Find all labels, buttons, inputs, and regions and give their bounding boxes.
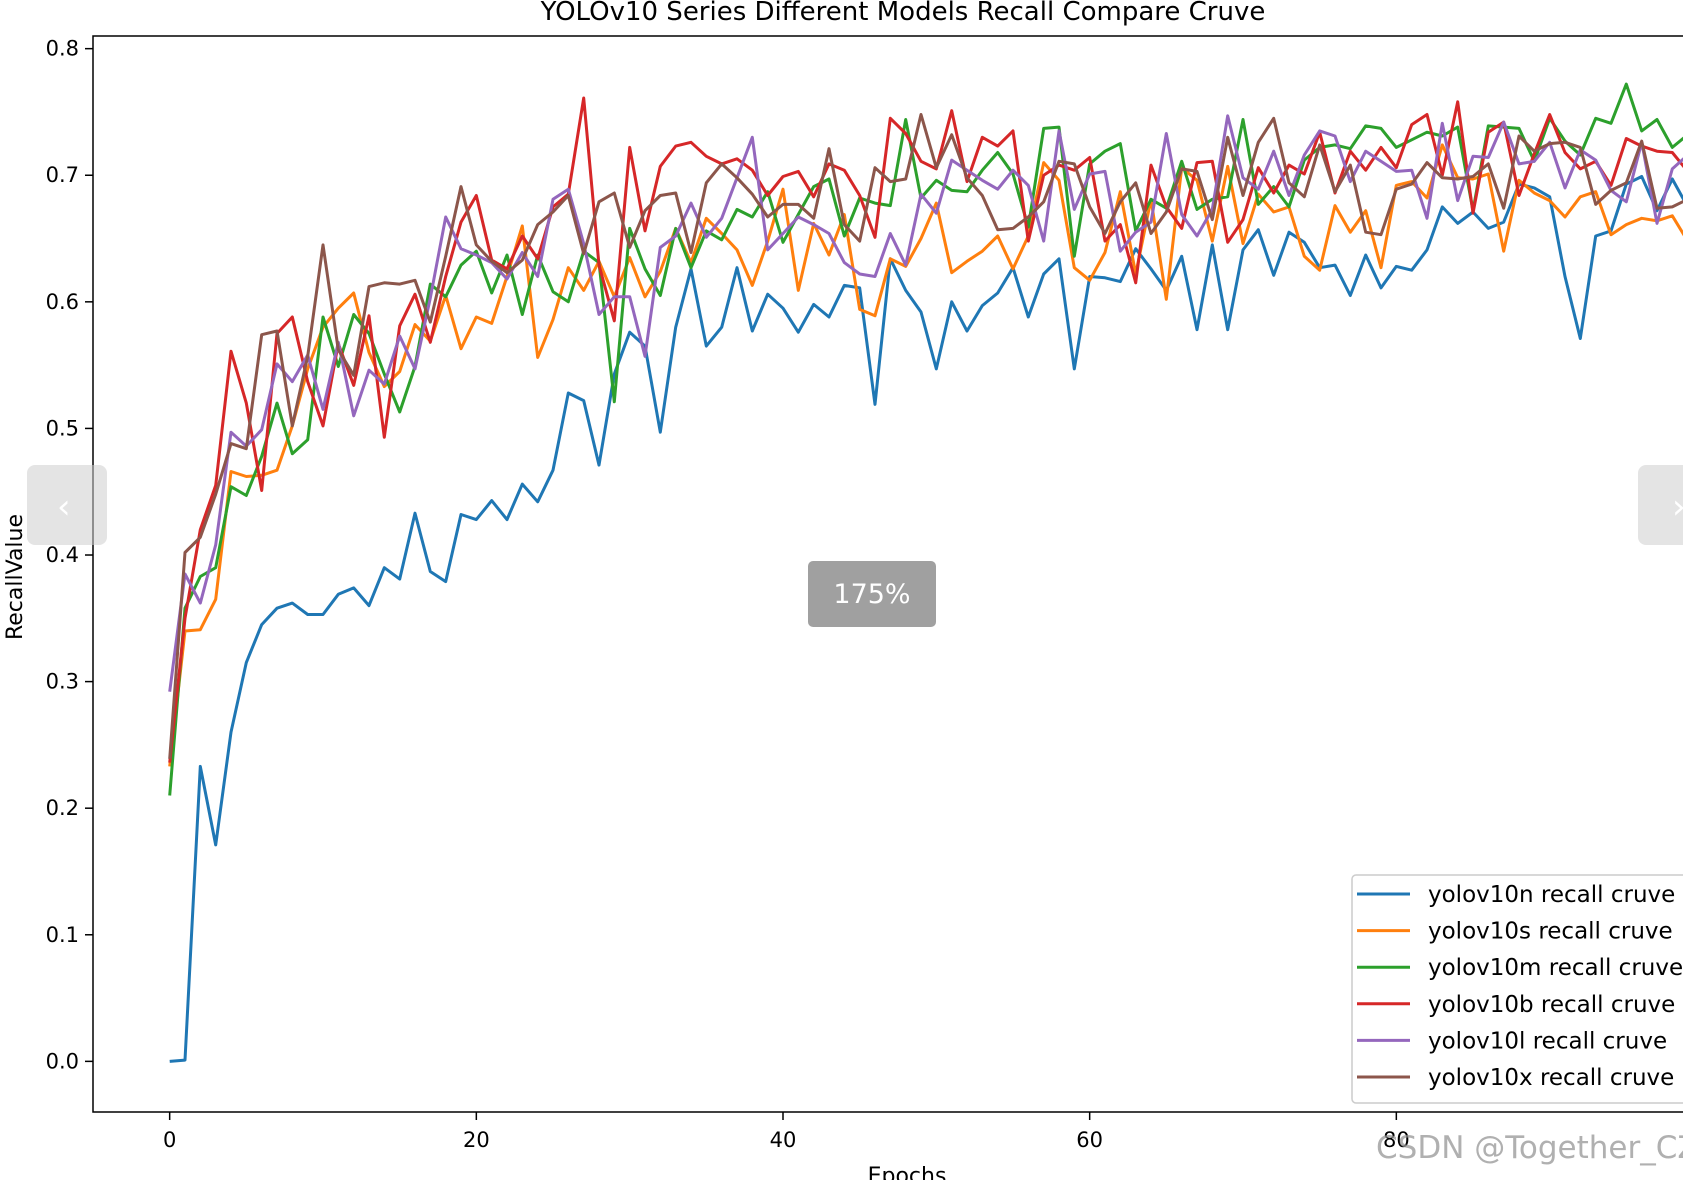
y-tick-label: 0.0 — [46, 1049, 79, 1073]
series-line-5 — [168, 114, 1683, 692]
y-tick-label: 0.3 — [46, 670, 79, 694]
plot-lines — [168, 82, 1683, 1063]
legend-label: yolov10b recall cruve — [1428, 992, 1675, 1018]
x-tick-label: 80 — [1383, 1128, 1410, 1152]
x-axis-label: Epochs — [868, 1164, 947, 1180]
x-tick-label: 40 — [770, 1128, 797, 1152]
legend-box — [1351, 874, 1683, 1104]
x-axis-ticks: 020406080100 — [163, 1112, 1683, 1152]
y-tick-label: 0.2 — [46, 796, 79, 820]
y-tick-label: 0.6 — [46, 290, 79, 314]
x-tick-label: 20 — [463, 1128, 490, 1152]
legend-label: yolov10n recall cruve — [1428, 882, 1675, 908]
series-line-6 — [168, 113, 1683, 759]
chart-title: YOLOv10 Series Different Models Recall C… — [540, 0, 1266, 27]
chevron-right-icon: › — [1672, 487, 1683, 527]
y-tick-label: 0.8 — [46, 37, 79, 61]
x-tick-label: 0 — [163, 1128, 176, 1152]
zoom-level-badge: 175% — [808, 561, 936, 627]
y-axis-label: RecallValue — [3, 514, 28, 640]
y-tick-label: 0.1 — [46, 923, 79, 947]
y-tick-label: 0.5 — [46, 416, 79, 440]
previous-image-button[interactable]: ‹ — [27, 465, 107, 545]
legend-label: yolov10m recall cruve — [1428, 955, 1683, 981]
legend-label: yolov10x recall cruve — [1428, 1065, 1674, 1091]
legend-label: yolov10l recall cruve — [1428, 1028, 1667, 1054]
y-axis-ticks: 0.0 0.1 0.2 0.3 0.4 0.5 0.6 0.7 0.8 — [46, 37, 93, 1073]
watermark: CSDN @Together_CZ — [1376, 1130, 1683, 1166]
y-tick-label: 0.7 — [46, 163, 79, 187]
x-tick-label: 60 — [1076, 1128, 1103, 1152]
series-line-2 — [168, 143, 1683, 767]
legend-label: yolov10s recall cruve — [1428, 919, 1673, 945]
y-tick-label: 0.4 — [46, 543, 79, 567]
series-line-1 — [169, 175, 1683, 1063]
next-image-button[interactable]: › — [1638, 465, 1683, 545]
chevron-left-icon: ‹ — [57, 487, 71, 527]
plot-frame — [92, 35, 1683, 1113]
chart-legend: yolov10n recall cruve yolov10s recall cru… — [1351, 874, 1683, 1104]
